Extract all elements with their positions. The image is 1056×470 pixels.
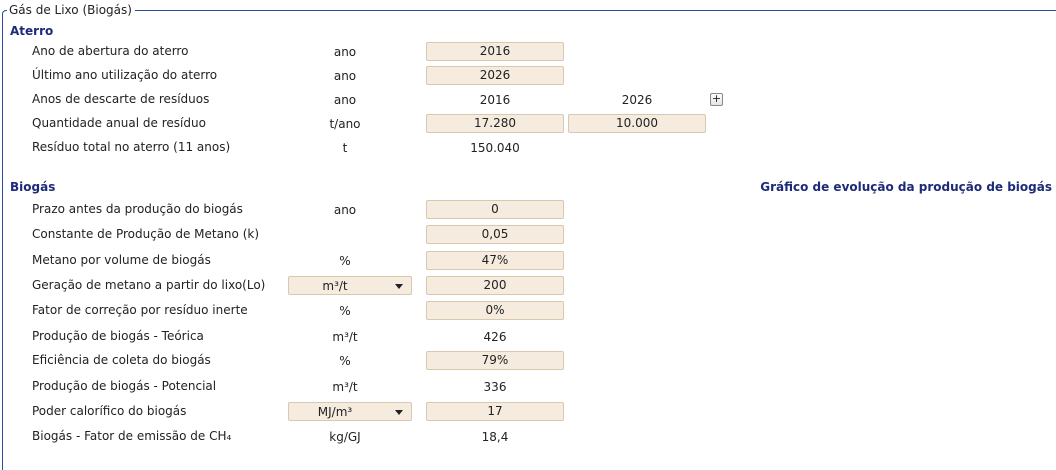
row-constante-k: Constante de Produção de Metano (k) 0,05 bbox=[0, 224, 1056, 246]
geracao-unit-select[interactable]: m³/t bbox=[288, 276, 412, 295]
row-quantidade-anual: Quantidade anual de resíduo t/ano 17.280… bbox=[0, 113, 1056, 135]
row-unit: ano bbox=[333, 45, 357, 59]
ano-descarte-fim: 2026 bbox=[621, 93, 653, 107]
ano-descarte-inicio: 2016 bbox=[479, 93, 511, 107]
row-anos-descarte: Anos de descarte de resíduos ano 2016 20… bbox=[0, 89, 1056, 111]
row-unit: % bbox=[339, 254, 351, 268]
row-fator-emissao: Biogás - Fator de emissão de CH₄ kg/GJ 1… bbox=[0, 426, 1056, 448]
section-heading-aterro: Aterro bbox=[10, 24, 54, 38]
row-unit: ano bbox=[333, 69, 357, 83]
ano-abertura-input[interactable]: 2016 bbox=[426, 42, 564, 61]
chevron-down-icon bbox=[395, 284, 403, 289]
row-unit: % bbox=[339, 354, 351, 368]
row-label: Metano por volume de biogás bbox=[32, 253, 211, 267]
row-label: Prazo antes da produção do biogás bbox=[32, 202, 243, 216]
select-value: MJ/m³ bbox=[317, 405, 353, 419]
row-label: Último ano utilização do aterro bbox=[32, 68, 218, 82]
row-eficiencia-coleta: Eficiência de coleta do biogás % 79% bbox=[0, 350, 1056, 372]
select-value: m³/t bbox=[322, 279, 348, 293]
poder-calorifico-input[interactable]: 17 bbox=[426, 402, 564, 421]
graph-title: Gráfico de evolução da produção de biogá… bbox=[760, 180, 1052, 194]
group-frame bbox=[2, 10, 1056, 470]
row-label: Geração de metano a partir do lixo(Lo) bbox=[32, 278, 266, 292]
quantidade-anual-input-1[interactable]: 17.280 bbox=[426, 114, 564, 133]
constante-k-input[interactable]: 0,05 bbox=[426, 225, 564, 244]
row-label: Poder calorífico do biogás bbox=[32, 404, 187, 418]
chevron-down-icon bbox=[395, 410, 403, 415]
row-ano-abertura: Ano de abertura do aterro ano 2016 bbox=[0, 41, 1056, 63]
producao-teorica-value: 426 bbox=[483, 330, 507, 344]
ultimo-ano-input[interactable]: 2026 bbox=[426, 66, 564, 85]
row-label: Produção de biogás - Potencial bbox=[32, 379, 217, 393]
row-unit: m³/t bbox=[332, 330, 358, 344]
group-title: Gás de Lixo (Biogás) bbox=[7, 3, 135, 17]
row-geracao-metano: Geração de metano a partir do lixo(Lo) m… bbox=[0, 275, 1056, 297]
row-unit: kg/GJ bbox=[329, 430, 361, 444]
row-unit: ano bbox=[333, 93, 357, 107]
row-metano-volume: Metano por volume de biogás % 47% bbox=[0, 250, 1056, 272]
row-unit: t bbox=[342, 141, 348, 155]
row-label: Resíduo total no aterro (11 anos) bbox=[32, 140, 231, 154]
row-producao-potencial: Produção de biogás - Potencial m³/t 336 bbox=[0, 376, 1056, 398]
row-label: Biogás - Fator de emissão de CH₄ bbox=[32, 429, 232, 443]
fator-correcao-input[interactable]: 0% bbox=[426, 301, 564, 320]
row-ultimo-ano: Último ano utilização do aterro ano 2026 bbox=[0, 65, 1056, 87]
producao-potencial-value: 336 bbox=[483, 380, 507, 394]
prazo-input[interactable]: 0 bbox=[426, 200, 564, 219]
row-unit: m³/t bbox=[332, 380, 358, 394]
row-label: Eficiência de coleta do biogás bbox=[32, 353, 211, 367]
add-year-button[interactable]: + bbox=[710, 92, 723, 106]
row-unit: % bbox=[339, 304, 351, 318]
row-label: Fator de correção por resíduo inerte bbox=[32, 303, 248, 317]
row-label: Produção de biogás - Teórica bbox=[32, 329, 204, 343]
row-poder-calorifico: Poder calorífico do biogás MJ/m³ 17 bbox=[0, 401, 1056, 423]
section-heading-biogas: Biogás bbox=[10, 180, 56, 194]
row-label: Quantidade anual de resíduo bbox=[32, 116, 206, 130]
residuo-total-value: 150.040 bbox=[470, 141, 520, 155]
row-prazo: Prazo antes da produção do biogás ano 0 bbox=[0, 199, 1056, 221]
row-fator-correcao: Fator de correção por resíduo inerte % 0… bbox=[0, 300, 1056, 322]
row-label: Ano de abertura do aterro bbox=[32, 44, 189, 58]
geracao-metano-input[interactable]: 200 bbox=[426, 276, 564, 295]
row-label: Anos de descarte de resíduos bbox=[32, 92, 210, 106]
row-unit: t/ano bbox=[329, 117, 361, 131]
fator-emissao-value: 18,4 bbox=[481, 430, 509, 444]
eficiencia-coleta-input[interactable]: 79% bbox=[426, 351, 564, 370]
quantidade-anual-input-2[interactable]: 10.000 bbox=[568, 114, 706, 133]
row-unit: ano bbox=[333, 203, 357, 217]
row-residuo-total: Resíduo total no aterro (11 anos) t 150.… bbox=[0, 137, 1056, 159]
poder-calorifico-unit-select[interactable]: MJ/m³ bbox=[288, 402, 412, 421]
row-label: Constante de Produção de Metano (k) bbox=[32, 227, 260, 241]
row-producao-teorica: Produção de biogás - Teórica m³/t 426 bbox=[0, 326, 1056, 348]
metano-volume-input[interactable]: 47% bbox=[426, 251, 564, 270]
